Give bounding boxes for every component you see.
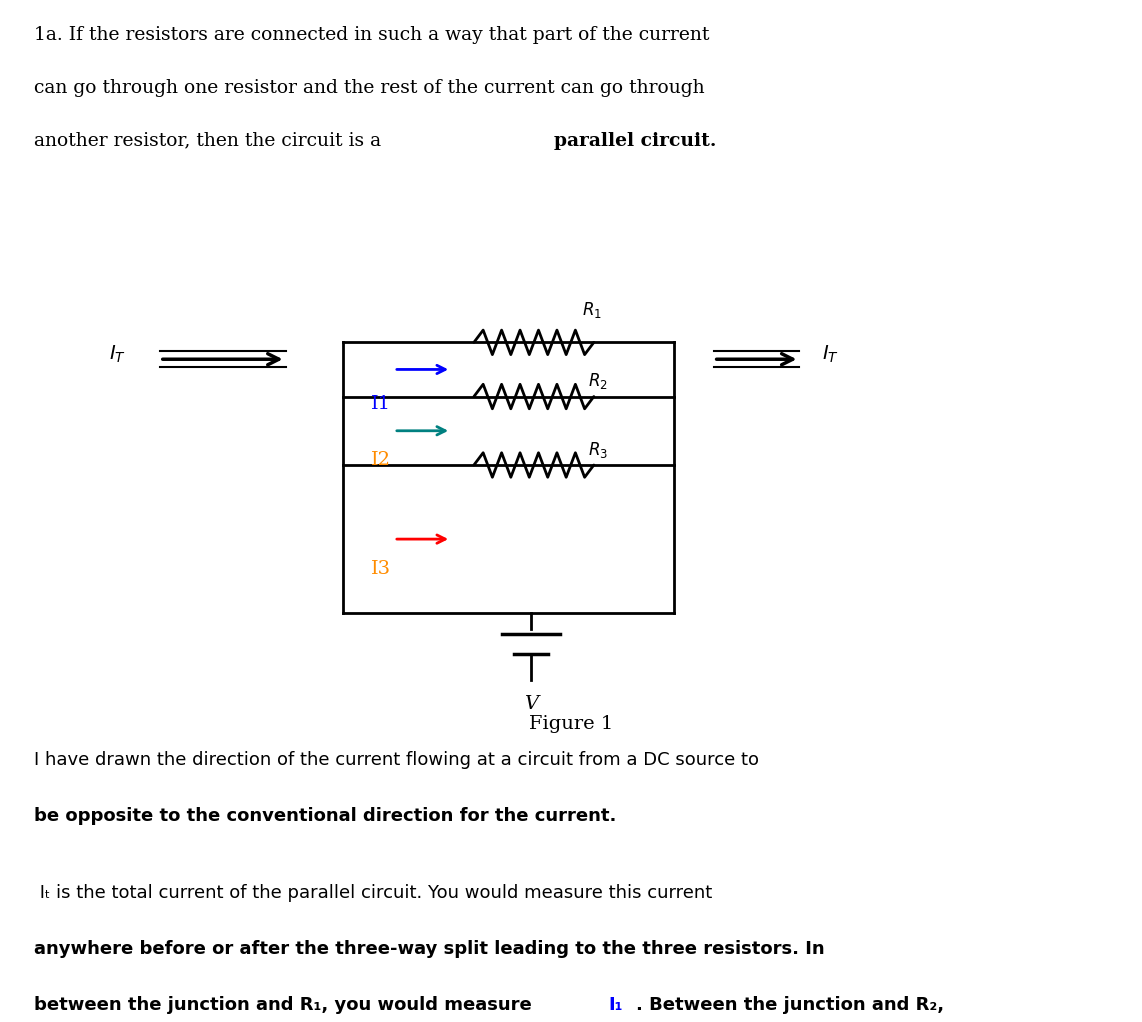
Text: between the junction and R₁, you would measure: between the junction and R₁, you would m…: [34, 996, 538, 1015]
Text: I3: I3: [371, 560, 392, 577]
Text: $R_1$: $R_1$: [582, 299, 602, 320]
Text: parallel circuit.: parallel circuit.: [554, 132, 716, 150]
Text: another resistor, then the circuit is a: another resistor, then the circuit is a: [34, 132, 387, 150]
Text: 1a. If the resistors are connected in such a way that part of the current: 1a. If the resistors are connected in su…: [34, 26, 709, 44]
Text: Iₜ is the total current of the parallel circuit. You would measure this current: Iₜ is the total current of the parallel …: [34, 884, 713, 902]
Text: can go through one resistor and the rest of the current can go through: can go through one resistor and the rest…: [34, 79, 705, 97]
Text: anywhere before or after the three-way split leading to the three resistors. In: anywhere before or after the three-way s…: [34, 940, 825, 959]
Text: $R_2$: $R_2$: [588, 371, 608, 391]
Text: be opposite to the conventional direction for the current.: be opposite to the conventional directio…: [34, 807, 617, 826]
Text: I2: I2: [371, 452, 392, 469]
Text: I1: I1: [371, 394, 392, 413]
Text: $I_T$: $I_T$: [822, 343, 839, 365]
Text: Figure 1: Figure 1: [529, 715, 613, 734]
Text: . Between the junction and R₂,: . Between the junction and R₂,: [636, 996, 944, 1015]
Text: I have drawn the direction of the current flowing at a circuit from a DC source : I have drawn the direction of the curren…: [34, 751, 759, 770]
Text: $R_3$: $R_3$: [588, 439, 609, 460]
Text: $I_T$: $I_T$: [108, 343, 126, 365]
Text: I₁: I₁: [609, 996, 624, 1015]
Text: V: V: [524, 695, 538, 713]
